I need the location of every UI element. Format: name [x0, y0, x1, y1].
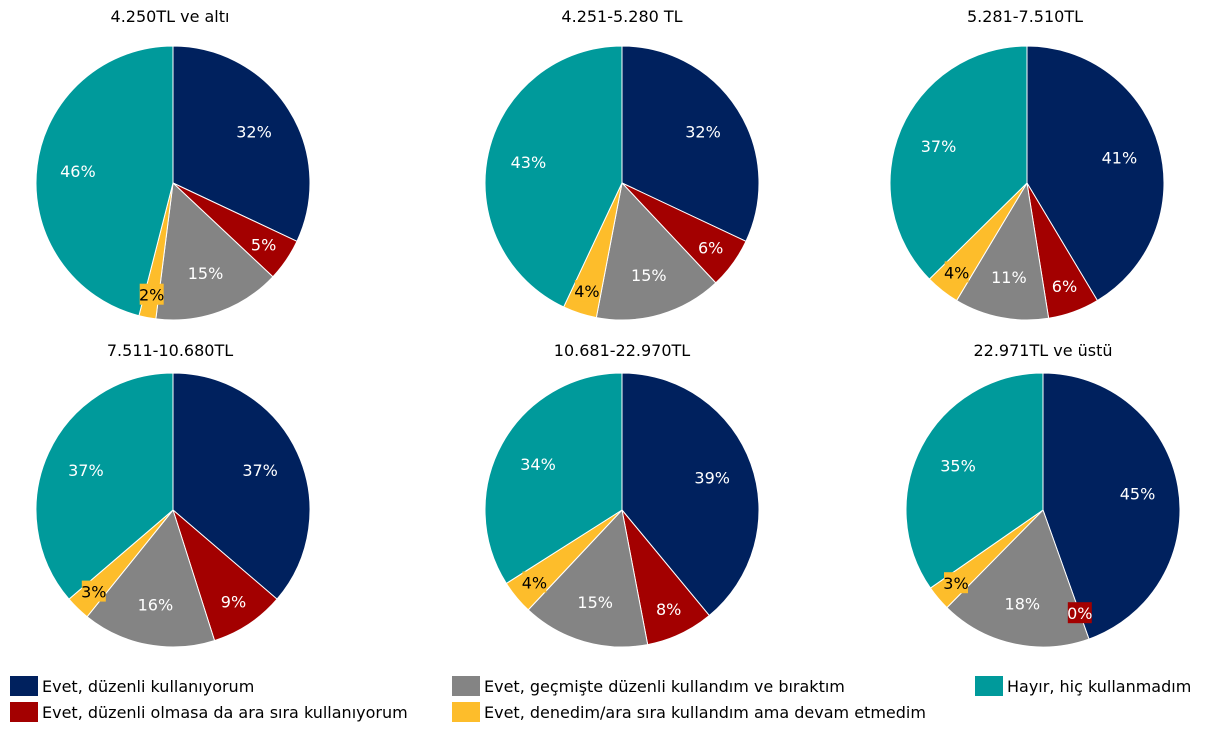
data-label: 4%	[522, 574, 547, 593]
data-label: 15%	[577, 593, 613, 612]
data-label-box	[574, 280, 599, 302]
data-label-box	[1067, 602, 1092, 624]
pie-slice-quit	[527, 508, 649, 648]
pie-slice-never	[35, 45, 174, 317]
data-label: 8%	[656, 600, 681, 619]
pie-chart-6: 22.971TL ve üstü 45% 0% 18% 3% 35%	[905, 341, 1181, 648]
data-label: 35%	[940, 457, 976, 476]
legend-label: Evet, geçmişte düzenli kullandım ve bıra…	[484, 676, 845, 696]
data-label-box	[81, 580, 106, 602]
data-label: 43%	[511, 153, 547, 172]
pie-slice-quit	[955, 181, 1050, 321]
data-label: 18%	[1005, 595, 1041, 614]
legend-swatch	[10, 676, 38, 696]
data-label: 16%	[138, 595, 174, 614]
data-label: 11%	[991, 268, 1027, 287]
pie-slice-regular	[621, 372, 760, 617]
legend-swatch	[10, 702, 38, 722]
legend-label: Evet, düzenli olmasa da ara sıra kullanı…	[42, 702, 408, 722]
data-label: 4%	[944, 263, 969, 282]
pie-slice-regular	[1026, 45, 1165, 302]
legend-label: Evet, denedim/ara sıra kullandım ama dev…	[484, 702, 926, 722]
pie-slice-regular	[172, 372, 311, 600]
data-label: 2%	[139, 286, 164, 305]
pie-slice-never	[35, 372, 174, 600]
pie-chart-5: 10.681-22.970TL 39% 8% 15% 4% 34%	[484, 341, 760, 648]
data-label: 0%	[1067, 604, 1092, 623]
data-label: 3%	[81, 583, 106, 602]
legend-swatch	[452, 702, 480, 722]
data-label-box	[522, 571, 547, 593]
pie-chart-1: 4.250TL ve altı 32% 5% 15% 2% 46%	[35, 7, 311, 321]
legend-item-occasional-use: Evet, düzenli olmasa da ara sıra kullanı…	[10, 700, 408, 724]
data-label: 37%	[921, 137, 957, 156]
data-label: 3%	[943, 574, 968, 593]
data-label: 41%	[1102, 148, 1138, 167]
data-label-box	[944, 572, 968, 594]
pie-slice-quit	[86, 508, 216, 648]
data-label: 15%	[631, 266, 667, 285]
chart-title: 5.281-7.510TL	[967, 7, 1083, 26]
data-label-box	[139, 283, 164, 305]
pie-slice-never	[905, 372, 1044, 589]
pie-slice-quit	[946, 509, 1090, 648]
pie-slice-regular	[1042, 372, 1181, 640]
legend-swatch	[975, 676, 1003, 696]
pie-chart-3: 5.281-7.510TL 41% 6% 11% 4% 37%	[889, 7, 1165, 321]
data-label: 4%	[574, 282, 599, 301]
data-label: 6%	[1052, 277, 1077, 296]
chart-title: 7.511-10.680TL	[107, 341, 233, 360]
pie-slice-quit	[595, 181, 717, 321]
chart-title: 4.250TL ve altı	[111, 7, 230, 26]
data-label: 46%	[60, 162, 96, 181]
legend-item-tried-not-continued: Evet, denedim/ara sıra kullandım ama dev…	[452, 700, 926, 724]
pie-slice-regular	[621, 45, 760, 242]
legend-item-used-and-quit: Evet, geçmişte düzenli kullandım ve bıra…	[452, 674, 845, 698]
pie-chart-4: 7.511-10.680TL 37% 9% 16% 3% 37%	[35, 341, 311, 648]
data-label: 6%	[698, 238, 723, 257]
data-label-box	[944, 261, 969, 283]
pie-slice-never	[484, 372, 623, 585]
legend-label: Evet, düzenli kullanıyorum	[42, 676, 255, 696]
pie-slice-never	[889, 45, 1028, 280]
pie-slice-regular	[172, 45, 311, 242]
data-label: 39%	[694, 469, 730, 488]
chart-title: 4.251-5.280 TL	[561, 7, 682, 26]
pie-chart-2: 4.251-5.280 TL 32% 6% 15% 4% 43%	[484, 7, 760, 321]
data-label: 9%	[221, 592, 246, 611]
data-label: 45%	[1120, 485, 1156, 504]
data-label: 37%	[68, 461, 104, 480]
pie-slice-quit	[155, 181, 274, 321]
legend-item-never-used: Hayır, hiç kullanmadım	[975, 674, 1191, 698]
chart-title: 10.681-22.970TL	[554, 341, 691, 360]
data-label: 37%	[242, 461, 278, 480]
legend-swatch	[452, 676, 480, 696]
chart-title: 22.971TL ve üstü	[973, 341, 1112, 360]
data-label: 5%	[251, 236, 276, 255]
data-label: 32%	[236, 123, 272, 142]
legend-item-regular-use: Evet, düzenli kullanıyorum	[10, 674, 254, 698]
pie-slice-never	[484, 45, 623, 308]
legend-label: Hayır, hiç kullanmadım	[1007, 676, 1192, 696]
data-label: 15%	[188, 264, 224, 283]
data-label: 34%	[520, 455, 556, 474]
data-label: 32%	[685, 123, 721, 142]
